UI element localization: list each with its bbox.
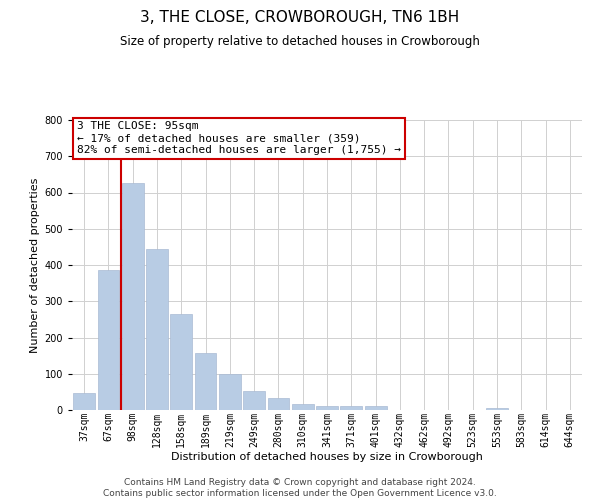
Text: 3, THE CLOSE, CROWBOROUGH, TN6 1BH: 3, THE CLOSE, CROWBOROUGH, TN6 1BH <box>140 10 460 25</box>
Bar <box>97 270 119 410</box>
Bar <box>243 391 265 410</box>
Bar <box>122 184 143 410</box>
Bar <box>219 374 241 410</box>
Bar <box>365 406 386 410</box>
Bar <box>194 353 217 410</box>
Bar <box>73 392 95 410</box>
Bar <box>340 406 362 410</box>
Y-axis label: Number of detached properties: Number of detached properties <box>31 178 40 352</box>
Bar <box>316 406 338 410</box>
X-axis label: Distribution of detached houses by size in Crowborough: Distribution of detached houses by size … <box>171 452 483 462</box>
Text: Contains HM Land Registry data © Crown copyright and database right 2024.
Contai: Contains HM Land Registry data © Crown c… <box>103 478 497 498</box>
Bar <box>146 250 168 410</box>
Text: Size of property relative to detached houses in Crowborough: Size of property relative to detached ho… <box>120 35 480 48</box>
Bar <box>170 314 192 410</box>
Bar <box>292 404 314 410</box>
Text: 3 THE CLOSE: 95sqm
← 17% of detached houses are smaller (359)
82% of semi-detach: 3 THE CLOSE: 95sqm ← 17% of detached hou… <box>77 122 401 154</box>
Bar <box>268 398 289 410</box>
Bar <box>486 408 508 410</box>
